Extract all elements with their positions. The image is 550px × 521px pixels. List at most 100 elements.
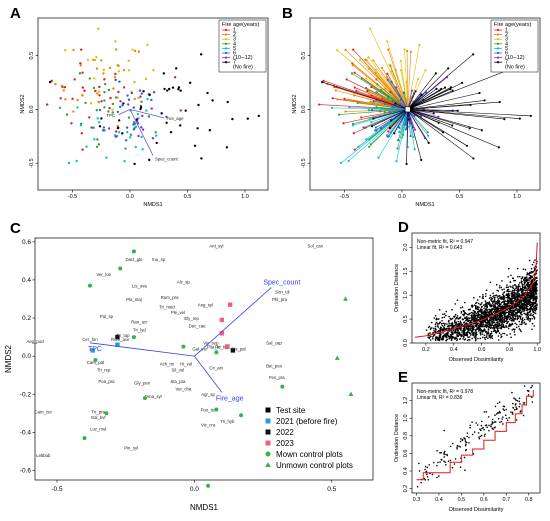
dissimilarity-point	[529, 319, 532, 321]
dissimilarity-point	[489, 317, 492, 320]
dissimilarity-point	[509, 314, 512, 316]
site-point	[107, 127, 111, 130]
legend-marker	[224, 33, 228, 36]
y-tick-label: 0.4	[22, 277, 31, 284]
legend-box	[490, 19, 539, 73]
species-label: Cer_fon	[82, 337, 98, 342]
site-point	[412, 135, 415, 139]
dissimilarity-point	[498, 309, 501, 312]
x-tick-label: 1.0	[241, 194, 249, 200]
dissimilarity-point	[528, 296, 531, 299]
dissimilarity-point	[510, 302, 512, 305]
dissimilarity-point	[447, 332, 449, 334]
dissimilarity-point	[515, 408, 518, 411]
dissimilarity-point	[480, 420, 483, 423]
unmown-plot-marker	[343, 296, 348, 301]
dissimilarity-point	[475, 328, 478, 331]
dissimilarity-point	[497, 325, 500, 327]
spider-line	[407, 109, 422, 160]
site-point	[427, 134, 430, 137]
site-point	[127, 98, 131, 101]
dissimilarity-point	[468, 442, 470, 444]
x-tick-label: 0.5	[327, 486, 336, 493]
dissimilarity-point	[488, 311, 491, 314]
dissimilarity-point	[528, 295, 531, 297]
dissimilarity-point	[494, 331, 497, 334]
fit-label: Non-metric fit, R² = 0.947	[417, 239, 473, 245]
dissimilarity-point	[484, 338, 487, 341]
dissimilarity-point	[447, 460, 450, 463]
dissimilarity-point	[495, 319, 497, 321]
site-point	[90, 126, 93, 129]
x-tick-label: 0.0	[126, 194, 134, 200]
dissimilarity-point	[441, 324, 444, 327]
dissimilarity-point	[493, 324, 495, 327]
dissimilarity-point	[437, 461, 439, 464]
species-label: Ant_syl	[209, 244, 223, 249]
dissimilarity-point	[510, 319, 513, 322]
site-point	[472, 53, 475, 56]
dissimilarity-point	[524, 301, 527, 303]
plot-frame	[411, 382, 541, 494]
dissimilarity-point	[516, 309, 518, 312]
dissimilarity-point	[523, 308, 525, 310]
site-point	[114, 78, 117, 82]
spider-line	[407, 68, 449, 110]
dissimilarity-point	[535, 281, 538, 283]
mown-plot-marker	[214, 407, 219, 412]
dissimilarity-point	[465, 312, 467, 315]
dissimilarity-point	[431, 473, 434, 476]
dissimilarity-point	[456, 339, 458, 342]
dissimilarity-point	[456, 323, 458, 326]
dissimilarity-point	[529, 320, 531, 323]
dissimilarity-point	[494, 324, 497, 327]
dissimilarity-point	[491, 313, 494, 315]
dissimilarity-point	[483, 336, 486, 339]
dissimilarity-point	[533, 269, 536, 272]
site-point	[451, 124, 454, 127]
site-point	[132, 128, 136, 131]
legend-entry: 2	[505, 32, 508, 38]
site-point	[177, 87, 180, 91]
site-point	[103, 90, 106, 94]
dissimilarity-point	[507, 312, 510, 314]
dissimilarity-point	[440, 338, 443, 341]
dissimilarity-point	[472, 311, 474, 314]
dissimilarity-point	[447, 335, 450, 337]
site-point	[188, 81, 192, 85]
species-label: Cir_arv	[209, 365, 224, 370]
dissimilarity-point	[518, 320, 521, 323]
dissimilarity-point	[498, 319, 501, 321]
dissimilarity-point	[503, 319, 505, 322]
site-point	[100, 59, 103, 62]
dissimilarity-point	[518, 405, 521, 408]
spider-line	[389, 64, 409, 110]
dissimilarity-point	[477, 316, 479, 318]
site-point	[95, 56, 98, 59]
dissimilarity-point	[504, 315, 506, 318]
spider-line	[322, 81, 408, 110]
dissimilarity-point	[475, 332, 478, 334]
dissimilarity-point	[531, 276, 534, 278]
site-point	[100, 100, 103, 103]
dissimilarity-point	[489, 334, 492, 337]
dissimilarity-point	[523, 297, 525, 300]
dissimilarity-point	[461, 331, 463, 333]
dissimilarity-point	[523, 287, 526, 290]
dissimilarity-point	[486, 310, 489, 312]
site-point	[168, 87, 171, 91]
species-label: Sil_vul	[172, 367, 185, 372]
dissimilarity-point	[509, 297, 512, 300]
site-point	[111, 111, 114, 114]
vector-arrow	[194, 287, 272, 357]
dissimilarity-point	[512, 319, 514, 322]
dissimilarity-point	[526, 283, 529, 286]
vector-label: Spec_count	[263, 280, 300, 287]
dissimilarity-point	[518, 306, 521, 308]
site-point	[98, 108, 102, 112]
legend-box	[218, 19, 267, 73]
dissimilarity-point	[490, 314, 492, 316]
dissimilarity-point	[486, 305, 488, 307]
dissimilarity-point	[449, 445, 452, 448]
legend-c: Test site 2021 (before fire) 2022 2023 Mown …	[265, 406, 353, 470]
